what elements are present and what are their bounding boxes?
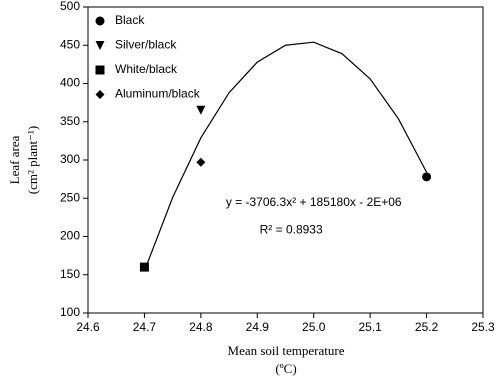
x-tick-label: 25.1 [358, 320, 382, 334]
x-tick-label: 24.9 [246, 320, 270, 334]
x-tick-label: 25.3 [471, 320, 495, 334]
legend-label: Aluminum/black [115, 87, 201, 101]
x-tick-label: 24.8 [189, 320, 213, 334]
fit-curve [143, 41, 428, 272]
x-tick-label: 24.6 [76, 320, 100, 334]
y-tick-label: 250 [60, 190, 80, 204]
y-tick-label: 200 [60, 229, 80, 243]
y-tick-label: 150 [60, 267, 80, 281]
y-tick-label: 100 [60, 305, 80, 319]
y-tick-label: 450 [60, 37, 80, 51]
x-axis-label: Mean soil temperature [228, 343, 345, 358]
y-axis-unit: (cm² plant⁻¹) [25, 126, 40, 194]
legend-marker [95, 65, 105, 75]
y-axis-label: Leaf area [7, 135, 22, 184]
legend-marker [95, 16, 105, 26]
data-point [196, 157, 206, 167]
annotation: y = -3706.3x² + 185180x - 2E+06 [226, 195, 402, 209]
y-tick-label: 500 [60, 0, 80, 13]
x-tick-label: 24.7 [133, 320, 157, 334]
x-axis-unit: (ºC) [275, 361, 296, 376]
data-point [422, 172, 432, 182]
legend-label: Black [115, 13, 145, 27]
annotation: R² = 0.8933 [260, 223, 323, 237]
data-point [196, 105, 206, 115]
y-tick-label: 350 [60, 114, 80, 128]
x-tick-label: 25.2 [415, 320, 439, 334]
legend-label: Silver/black [115, 38, 177, 52]
x-tick-label: 25.0 [302, 320, 326, 334]
legend-marker [95, 90, 105, 99]
legend-label: White/black [115, 62, 178, 76]
legend-marker [95, 41, 105, 50]
y-tick-label: 300 [60, 152, 80, 166]
data-point [139, 262, 149, 272]
y-tick-label: 400 [60, 76, 80, 90]
